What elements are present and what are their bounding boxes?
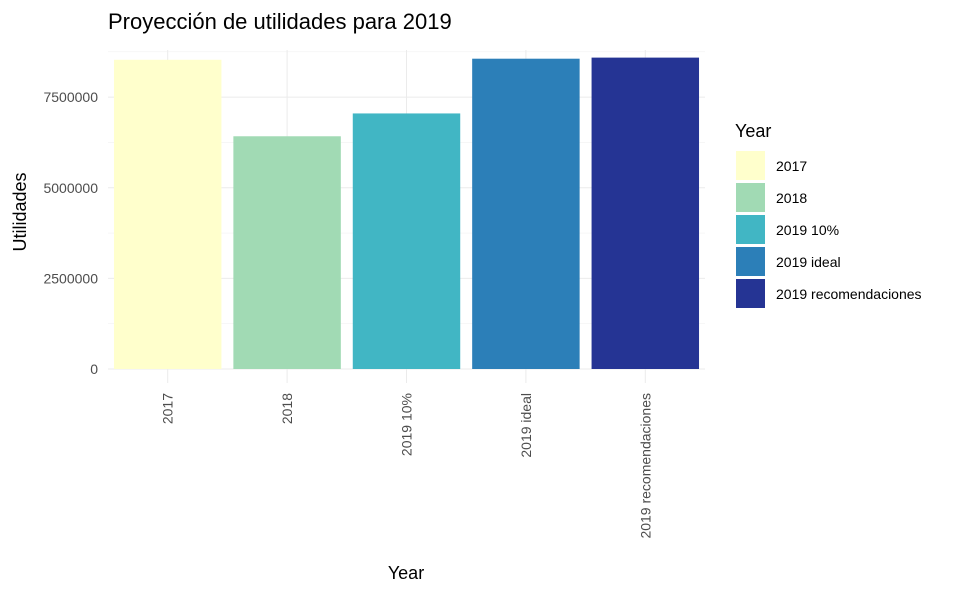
x-tick-label: 2019 ideal <box>518 393 534 458</box>
y-tick-label: 7500000 <box>43 89 98 105</box>
legend-label: 2017 <box>776 158 807 174</box>
legend-label: 2019 recomendaciones <box>776 286 922 302</box>
y-tick-label: 5000000 <box>43 180 98 196</box>
bars <box>113 57 700 370</box>
bar <box>591 57 700 370</box>
x-axis-title: Year <box>388 563 424 583</box>
y-axis-ticks: 0 2500000 5000000 7500000 <box>43 89 98 377</box>
legend-swatch <box>736 247 765 276</box>
x-tick-label: 2019 10% <box>399 393 415 456</box>
y-tick-label: 2500000 <box>43 270 98 286</box>
y-tick-label: 0 <box>90 361 98 377</box>
legend-swatch <box>736 151 765 180</box>
x-axis-ticks: 2017 2018 2019 10% 2019 ideal 2019 recomenda… <box>160 393 654 539</box>
legend-label: 2019 10% <box>776 222 839 238</box>
chart-title: Proyección de utilidades para 2019 <box>108 9 452 34</box>
legend-swatch <box>736 215 765 244</box>
legend: Year 2017 2018 2019 10% 2019 ideal 2019 reco… <box>735 121 922 308</box>
x-tick-label: 2017 <box>160 393 176 424</box>
legend-label: 2019 ideal <box>776 254 841 270</box>
bar <box>472 58 580 369</box>
x-tick-label: 2019 recomendaciones <box>637 393 653 539</box>
legend-title: Year <box>735 121 771 141</box>
bar <box>233 136 341 369</box>
bar <box>352 113 461 369</box>
bar <box>113 59 222 369</box>
x-tick-label: 2018 <box>279 393 295 424</box>
legend-swatch <box>736 183 765 212</box>
legend-label: 2018 <box>776 190 807 206</box>
y-axis-title: Utilidades <box>10 172 30 251</box>
legend-swatch <box>736 279 765 308</box>
